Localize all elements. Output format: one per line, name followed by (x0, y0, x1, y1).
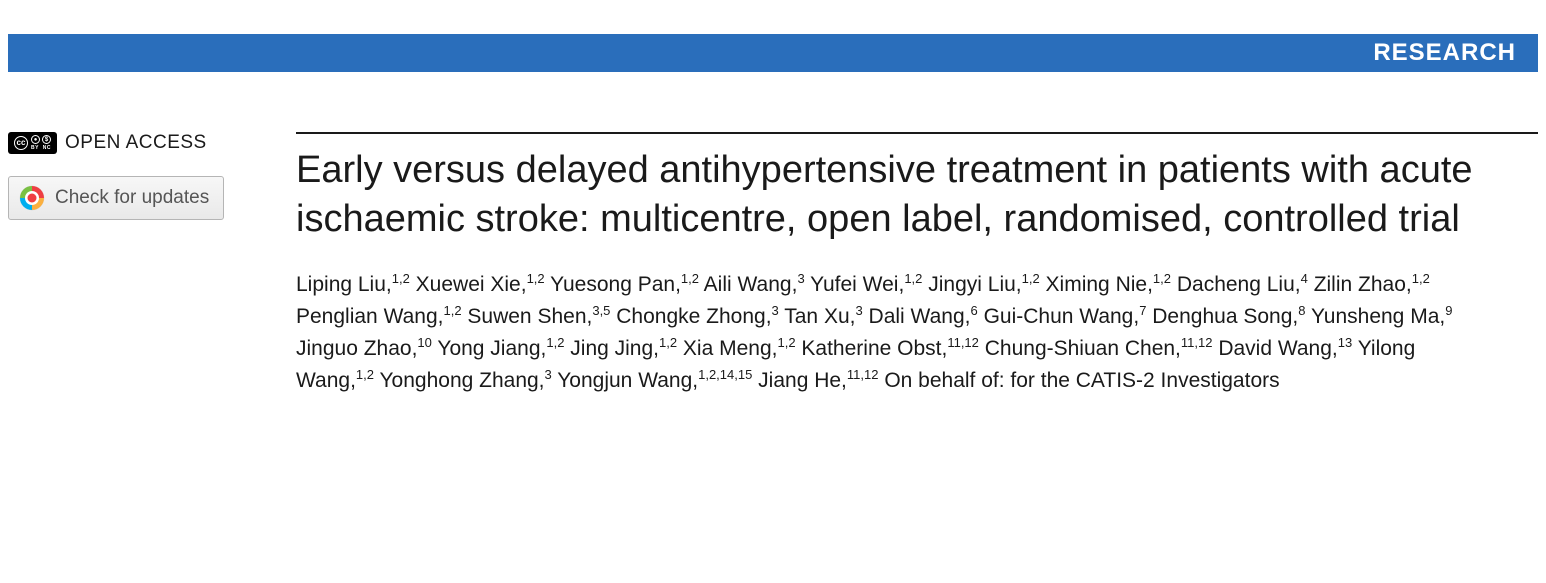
affiliation-ref: 7 (1139, 303, 1146, 318)
affiliation-ref: 8 (1298, 303, 1305, 318)
cc-license-icon: cc ● $ BY NC (8, 132, 57, 154)
affiliation-ref: 3 (855, 303, 862, 318)
check-for-updates-button[interactable]: Check for updates (8, 176, 224, 220)
open-access-row: cc ● $ BY NC OPEN ACCESS (8, 132, 278, 154)
crossmark-icon (19, 185, 45, 211)
affiliation-ref: 1,2 (659, 335, 677, 350)
affiliation-ref: 11,12 (847, 367, 879, 382)
affiliation-ref: 11,12 (1181, 335, 1213, 350)
affiliation-ref: 1,2 (1412, 271, 1430, 286)
author-list: Liping Liu,1,2 Xuewei Xie,1,2 Yuesong Pa… (296, 269, 1498, 397)
affiliation-ref: 6 (970, 303, 977, 318)
affiliation-ref: 1,2 (777, 335, 795, 350)
open-access-label: OPEN ACCESS (65, 132, 207, 154)
affiliation-ref: 3 (545, 367, 552, 382)
sidebar: cc ● $ BY NC OPEN ACCESS (8, 132, 296, 397)
affiliation-ref: 1,2 (1022, 271, 1040, 286)
affiliation-ref: 1,2 (443, 303, 461, 318)
article-content: Early versus delayed antihypertensive tr… (296, 132, 1538, 397)
section-banner: RESEARCH (8, 34, 1538, 72)
affiliation-ref: 1,2 (1153, 271, 1171, 286)
affiliation-ref: 13 (1338, 335, 1352, 350)
banner-label: RESEARCH (1373, 39, 1516, 67)
affiliation-ref: 9 (1445, 303, 1452, 318)
affiliation-ref: 1,2 (546, 335, 564, 350)
article-title: Early versus delayed antihypertensive tr… (296, 146, 1498, 243)
affiliation-ref: 3,5 (592, 303, 610, 318)
affiliation-ref: 1,2 (356, 367, 374, 382)
main-layout: cc ● $ BY NC OPEN ACCESS (0, 132, 1546, 397)
check-for-updates-label: Check for updates (55, 187, 209, 209)
affiliation-ref: 11,12 (947, 335, 979, 350)
affiliation-ref: 3 (797, 271, 804, 286)
affiliation-ref: 1,2 (527, 271, 545, 286)
affiliation-ref: 10 (417, 335, 431, 350)
affiliation-ref: 1,2 (904, 271, 922, 286)
affiliation-ref: 1,2 (681, 271, 699, 286)
affiliation-ref: 1,2,14,15 (698, 367, 752, 382)
affiliation-ref: 4 (1301, 271, 1308, 286)
affiliation-ref: 3 (772, 303, 779, 318)
affiliation-ref: 1,2 (392, 271, 410, 286)
